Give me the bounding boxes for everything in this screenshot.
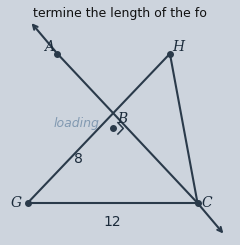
Text: termine the length of the fo: termine the length of the fo — [33, 7, 207, 20]
Text: G: G — [10, 196, 22, 210]
Text: loading: loading — [53, 117, 99, 130]
Text: B: B — [117, 112, 127, 126]
Text: A: A — [44, 40, 54, 54]
Text: 8: 8 — [74, 152, 83, 166]
Text: C: C — [202, 196, 212, 210]
Text: H: H — [172, 40, 185, 54]
Text: 12: 12 — [104, 215, 121, 229]
